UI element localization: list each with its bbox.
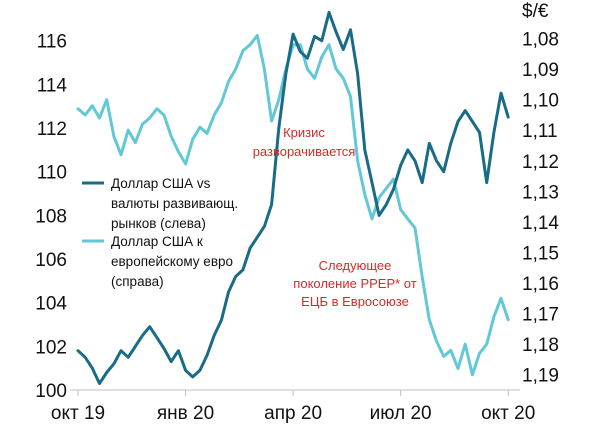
series-layer — [76, 10, 510, 385]
text-line: поколение PPEP* от — [293, 276, 416, 291]
right-axis-ticks: 1,08 1,09 1,10 1,11 1,12 1,13 1,14 1,15 1,16 1,17… — [522, 30, 559, 387]
left-tick-label: 100 — [35, 381, 67, 402]
right-tick-label: 1,11 — [522, 121, 558, 142]
x-axis-ticks: окт 19 янв 20 апр 20 июл 20 окт 20 — [51, 390, 535, 424]
left-tick-label: 112 — [37, 119, 67, 140]
right-tick-label: 1,19 — [522, 366, 559, 387]
right-tick-label: 1,18 — [522, 335, 559, 356]
left-tick-label: 108 — [35, 206, 67, 227]
left-tick-label: 114 — [37, 75, 68, 96]
text-line: Доллар США к — [111, 234, 203, 249]
left-tick-label: 116 — [37, 32, 67, 53]
x-tick-label: янв 20 — [157, 403, 214, 424]
left-tick-label: 102 — [35, 337, 67, 358]
right-tick-label: 1,13 — [522, 182, 559, 203]
x-tick-label: окт 20 — [481, 403, 535, 424]
left-axis-ticks: 100 102 104 106 108 110 112 114 116 — [35, 32, 67, 402]
x-tick-label: июл 20 — [370, 403, 432, 424]
annotation-crisis: Кризис разворачивается — [253, 125, 356, 159]
left-tick-label: 104 — [35, 294, 67, 315]
right-tick-label: 1,08 — [522, 30, 559, 51]
text-line: Кризис — [283, 125, 325, 140]
series-line-eur — [76, 34, 510, 377]
right-tick-label: 1,09 — [522, 60, 559, 81]
x-tick-label: окт 19 — [51, 403, 105, 424]
series-line-em — [76, 10, 510, 385]
left-tick-label: 110 — [37, 163, 67, 184]
legend: Доллар США vs валюты развивающ. рынков (сл… — [82, 176, 238, 289]
annotation-pepp: Следующее поколение PPEP* от ЕЦБ в Евросою… — [293, 258, 416, 309]
left-tick-label: 106 — [35, 250, 67, 271]
text-line: Доллар США vs — [111, 176, 211, 191]
text-line: Следующее — [319, 258, 392, 273]
text-line: европейскому евро — [111, 254, 233, 269]
x-tick-label: апр 20 — [264, 403, 322, 424]
right-tick-label: 1,15 — [522, 243, 559, 264]
right-tick-label: 1,12 — [522, 152, 559, 173]
text-line: (справа) — [111, 274, 164, 289]
text-line: разворачивается — [253, 144, 356, 159]
right-tick-label: 1,14 — [522, 213, 559, 234]
text-line: рынков (слева) — [111, 216, 206, 231]
right-tick-label: 1,10 — [522, 91, 559, 112]
right-tick-label: 1,16 — [522, 274, 559, 295]
right-tick-label: 1,17 — [522, 305, 559, 326]
legend-label-em: Доллар США vs валюты развивающ. рынков (сл… — [111, 176, 238, 231]
text-line: ЕЦБ в Евросоюзе — [301, 294, 409, 309]
right-axis-unit-label: $/€ — [522, 1, 549, 22]
text-line: валюты развивающ. — [111, 196, 238, 211]
legend-label-eur: Доллар США к европейскому евро (справа) — [111, 234, 233, 289]
